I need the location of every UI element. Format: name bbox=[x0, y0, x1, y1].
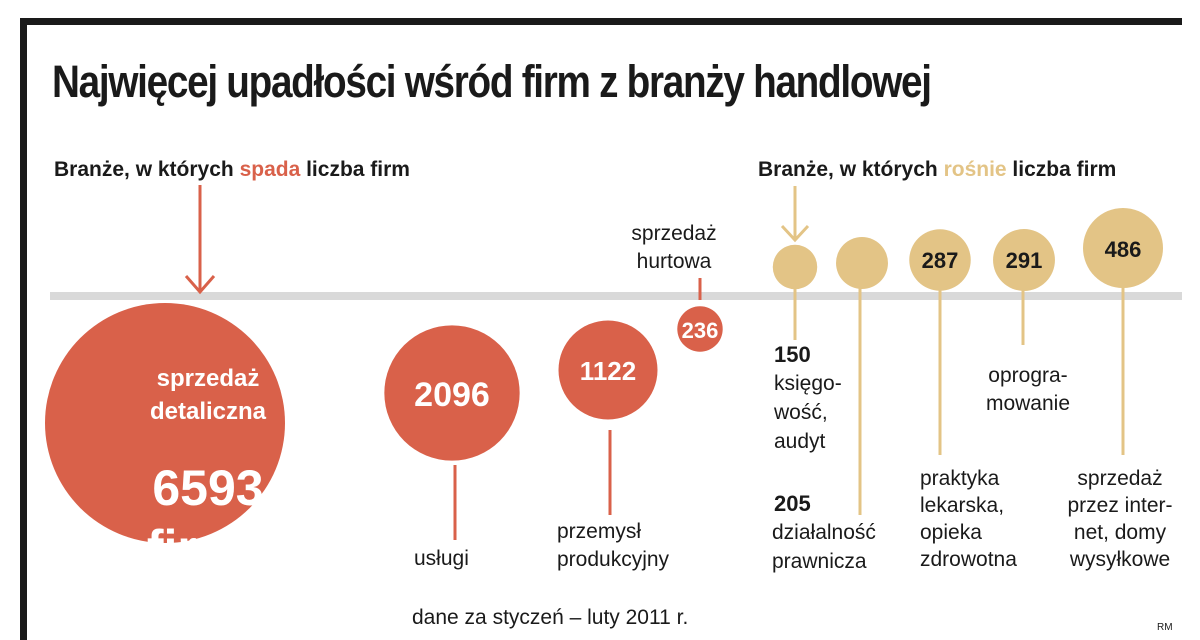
bubble-label-software-line-1: oprogra- bbox=[988, 364, 1067, 387]
frame-top-bar bbox=[20, 18, 1182, 25]
bubble-label-medical-line-2: lekarska, bbox=[920, 494, 1004, 517]
bubble-sprzedaż-detaliczna bbox=[45, 303, 285, 543]
bubble-manufacturing bbox=[558, 320, 658, 420]
bubble-value-legal: 205 bbox=[774, 491, 811, 516]
author-credit: RM bbox=[1157, 622, 1173, 633]
bubble-label-medical-line-4: zdrowotna bbox=[920, 548, 1017, 571]
falling-group-heading: Branże, w których spada liczba firm bbox=[54, 158, 410, 182]
bubble-label-internet-sales-line-2: przez inter- bbox=[1067, 494, 1172, 517]
bubble-software bbox=[993, 229, 1055, 291]
bubble-label-medical-line-3: opieka bbox=[920, 521, 982, 544]
bubble-unit-retail: firmy bbox=[147, 520, 269, 576]
bubble-value-services: 2096 bbox=[414, 376, 490, 414]
rising-heading-accent: rośnie bbox=[943, 158, 1007, 181]
bubble-value-retail: 6593 bbox=[152, 460, 263, 516]
frame-left-bar bbox=[20, 18, 27, 640]
bubble-label-legal-line-1: działalność bbox=[772, 521, 876, 544]
bubble-label-manufacturing-line-1: przemysł bbox=[557, 520, 641, 543]
bubble-value-medical: 287 bbox=[922, 248, 959, 273]
bubble-label-software-line-2: mowanie bbox=[986, 392, 1070, 415]
falling-heading-before: Branże, w których bbox=[54, 158, 240, 181]
rising-group-heading: Branże, w których rośnie liczba firm bbox=[758, 158, 1116, 182]
bubble-label-wholesale-line-2: hurtowa bbox=[637, 250, 712, 273]
bubble-medical bbox=[909, 229, 971, 291]
bubble-label-accounting-line-2: wość, bbox=[773, 401, 828, 424]
bubble-label-internet-sales-line-3: net, domy bbox=[1074, 521, 1167, 544]
bubble-value-accounting: 150 bbox=[774, 342, 811, 367]
bubble-legal bbox=[836, 237, 888, 289]
falling-heading-accent: spada bbox=[239, 158, 301, 181]
rising-arrow-head bbox=[780, 224, 810, 243]
rising-heading-after: liczba firm bbox=[1006, 158, 1117, 181]
bubble-value-wholesale: 236 bbox=[682, 318, 719, 343]
bubble-label-wholesale-line-1: sprzedaż bbox=[631, 222, 716, 245]
bubble-wholesale bbox=[677, 306, 723, 352]
bubble-value-software: 291 bbox=[1006, 248, 1043, 273]
bubble-services bbox=[384, 325, 520, 461]
chart-title: Najwięcej upadłości wśród firm z branży … bbox=[52, 56, 932, 107]
baseline-divider bbox=[50, 292, 1182, 300]
bubble-label-internet-sales-line-4: wysyłkowe bbox=[1069, 548, 1170, 571]
footer-note: dane za styczeń – luty 2011 r. bbox=[412, 606, 689, 629]
falling-heading-after: liczba firm bbox=[300, 158, 410, 181]
bubble-label-medical-line-1: praktyka bbox=[920, 467, 1000, 490]
bubble-internet-sales bbox=[1083, 208, 1163, 288]
falling-arrow-head bbox=[184, 275, 216, 295]
bubble-accounting bbox=[772, 244, 818, 290]
bubble-label-retail-line-2: detaliczna bbox=[150, 398, 267, 425]
bubble-label-legal-line-2: prawnicza bbox=[772, 550, 867, 573]
bubble-label-manufacturing-line-2: produkcyjny bbox=[557, 548, 670, 571]
bubble-value-manufacturing: 1122 bbox=[580, 356, 636, 386]
bubble-label-internet-sales-line-1: sprzedaż bbox=[1077, 467, 1162, 490]
bubble-label-accounting-line-3: audyt bbox=[774, 430, 826, 453]
bubble-label-accounting-line-1: księgo- bbox=[774, 372, 842, 395]
bubble-label-retail-line-1: sprzedaż bbox=[157, 365, 260, 392]
bubble-value-internet-sales: 486 bbox=[1105, 237, 1142, 262]
bubble-label-services: usługi bbox=[414, 547, 469, 570]
rising-heading-before: Branże, w których bbox=[758, 158, 944, 181]
